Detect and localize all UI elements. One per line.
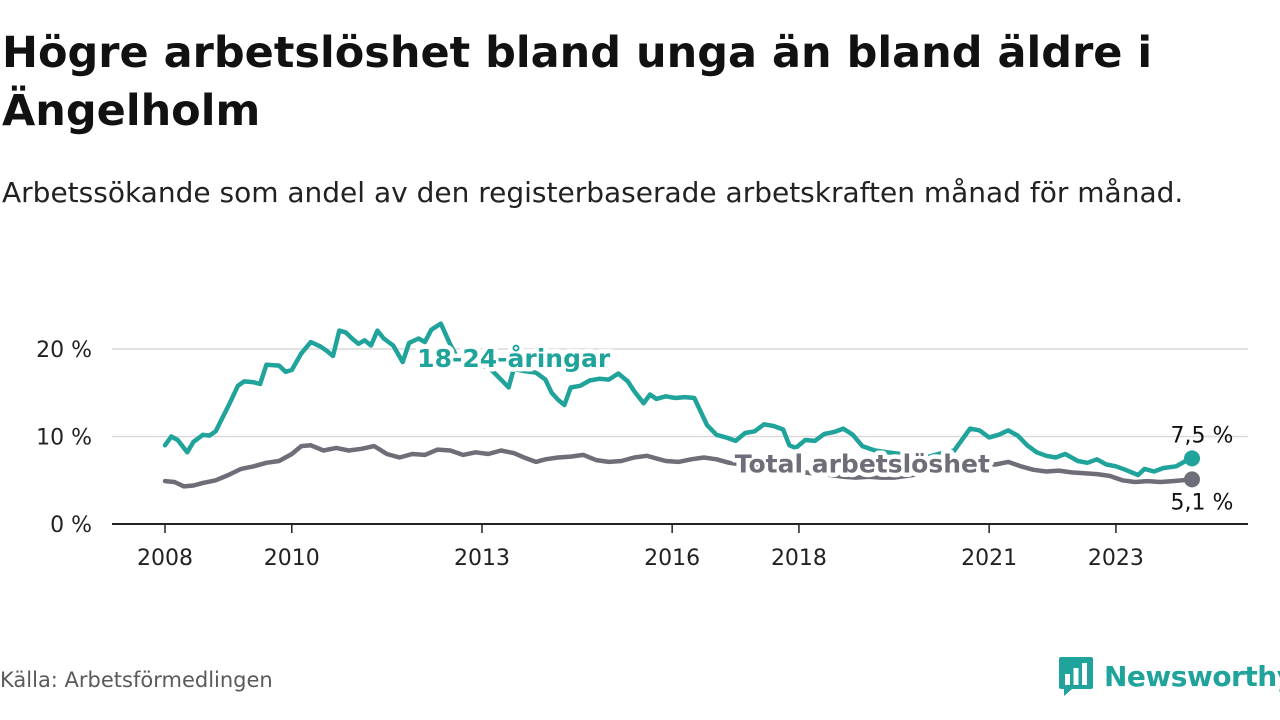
series-end-label-0: 7,5 % — [1171, 423, 1234, 448]
labels: 7,5 %5,1 %18-24-åringar18-24-åringarTota… — [413, 339, 1234, 515]
series-line-0 — [162, 321, 1195, 478]
series-end-dot-1 — [1184, 471, 1200, 488]
series-annotation-halo-0: 18-24-åringar — [417, 344, 611, 373]
series-annotation-1: Total arbetslöshet — [735, 450, 990, 479]
series-line-1 — [162, 443, 1195, 489]
series-annotation-halo-1: Total arbetslöshet — [735, 450, 990, 479]
x-tick-label: 2021 — [961, 546, 1017, 571]
series-end-label-1: 5,1 % — [1171, 490, 1234, 515]
y-tick-label: 10 % — [36, 426, 92, 451]
chart-title: Högre arbetslöshet bland unga än bland ä… — [2, 28, 1153, 136]
newsworthy-logo[interactable]: Newsworthy — [1058, 654, 1280, 698]
x-tick-label: 2008 — [137, 546, 193, 571]
x-tick-label: 2023 — [1088, 546, 1144, 571]
x-tick-label: 2016 — [644, 546, 700, 571]
bar-chart-bubble-icon — [1059, 657, 1093, 696]
series-end-dot-0 — [1184, 450, 1200, 467]
chart-subtitle: Arbetssökande som andel av den registerb… — [2, 176, 1184, 209]
x-tick-label: 2013 — [454, 546, 510, 571]
grid-lines — [112, 348, 1248, 438]
axes: 0 % 10 % 20 % 2008 2010 2013 2016 2018 2021 2023 — [36, 338, 1248, 571]
x-tick-label: 2010 — [264, 546, 320, 571]
y-tick-label: 20 % — [36, 338, 92, 363]
series-annotation-0: 18-24-åringar — [417, 344, 611, 373]
series-lines — [162, 321, 1200, 489]
y-tick-label: 0 % — [50, 513, 92, 538]
source-note: Källa: Arbetsförmedlingen — [0, 668, 273, 692]
x-tick-label: 2018 — [771, 546, 827, 571]
brand-name: Newsworthy — [1104, 659, 1280, 693]
